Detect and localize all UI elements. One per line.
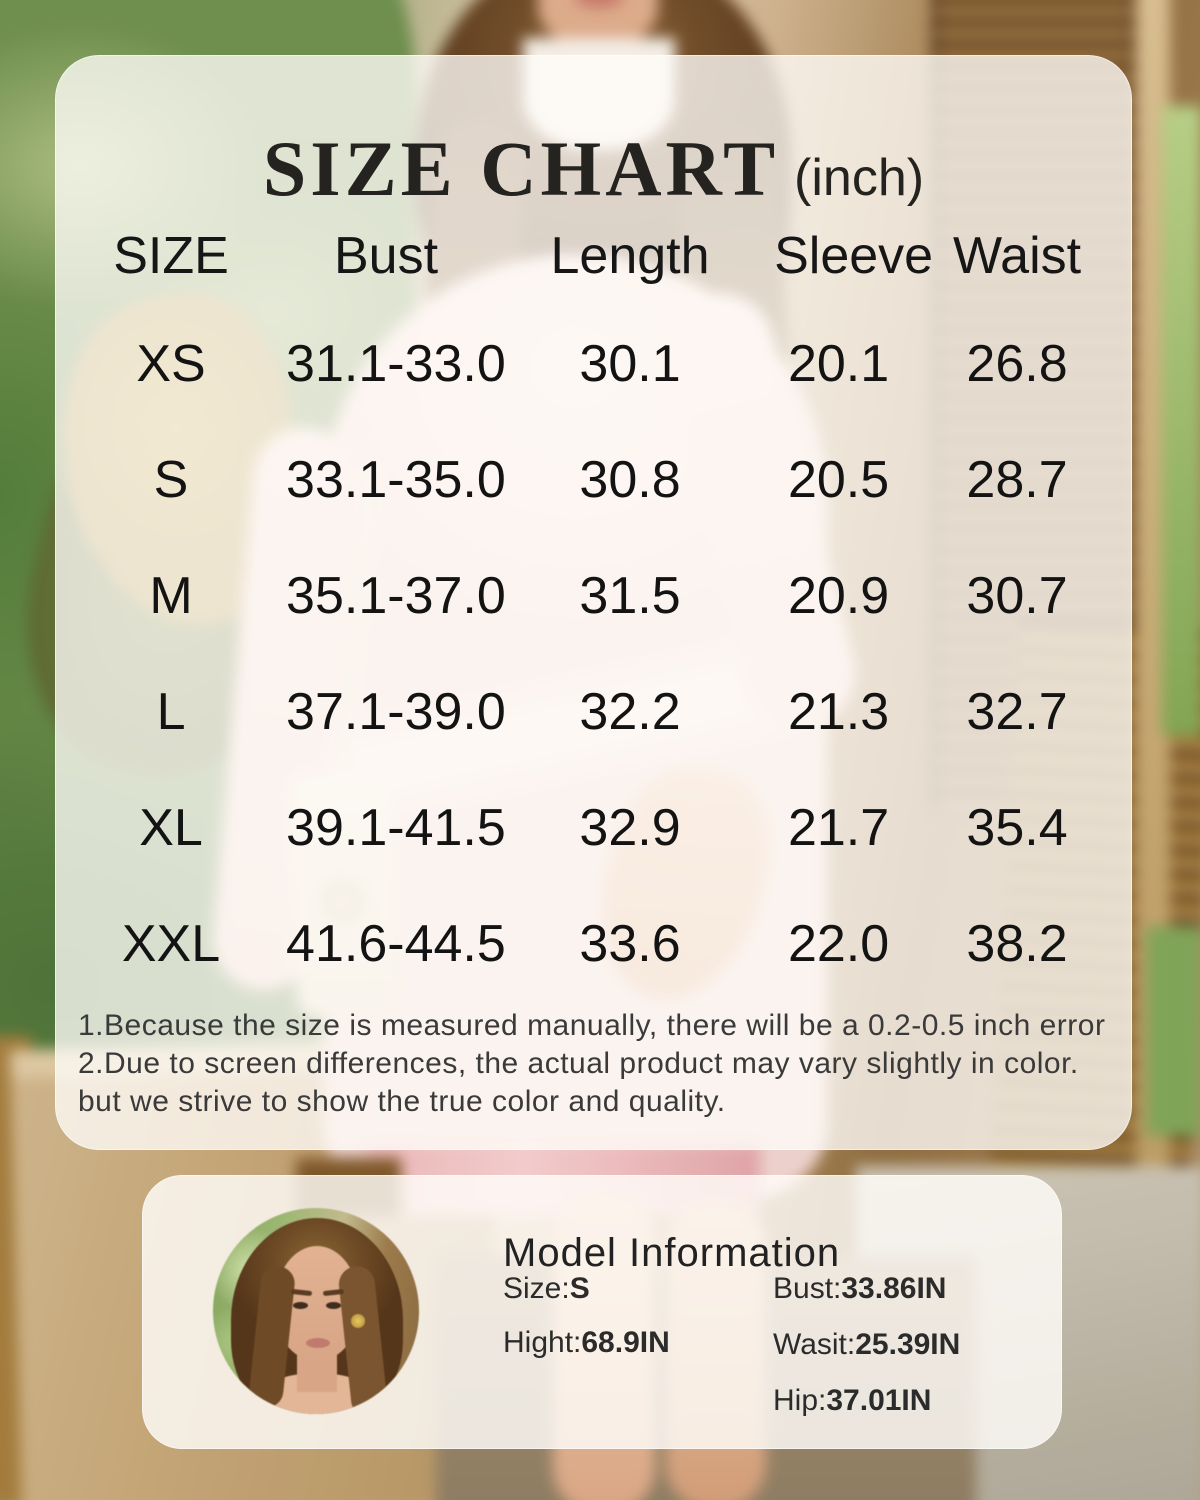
page-title: SIZE CHART (inch)	[56, 129, 1131, 224]
cell-bust: 39.1-41.5	[286, 799, 506, 857]
size-chart-title-text: SIZE CHART	[262, 125, 780, 213]
cell-length: 33.6	[579, 915, 681, 973]
cell-bust: 35.1-37.0	[286, 567, 506, 625]
model-info-title: Model Information	[503, 1231, 841, 1276]
model-hip-label: Hip:	[773, 1384, 827, 1417]
model-height-value: 68.9IN	[581, 1326, 670, 1359]
cell-bust: 31.1-33.0	[286, 335, 506, 393]
model-waist-field: Wasit:25.39IN	[773, 1328, 960, 1362]
cell-bust: 33.1-35.0	[286, 451, 506, 509]
cell-length: 32.2	[579, 683, 681, 741]
cell-size: XL	[139, 799, 203, 857]
model-fields-right: Bust:33.86IN Wasit:25.39IN Hip:37.01IN	[773, 1272, 960, 1440]
table-row-xxl: XXL 41.6-44.5 33.6 22.0 38.2	[56, 886, 1131, 1002]
model-waist-value: 25.39IN	[855, 1328, 961, 1361]
cell-size: L	[156, 683, 186, 741]
cell-sleeve: 20.9	[787, 567, 890, 625]
model-bust-label: Bust:	[773, 1272, 842, 1305]
model-size-label: Size:	[503, 1272, 570, 1305]
size-table: SIZE Bust Length Sleeve Waist XS 31.1-33…	[56, 206, 1131, 1002]
cell-sleeve: 21.3	[787, 683, 890, 741]
cell-waist: 38.2	[966, 915, 1068, 973]
column-header-waist: Waist	[953, 227, 1082, 285]
table-row-xs: XS 31.1-33.0 30.1 20.1 26.8	[56, 306, 1131, 422]
model-size-field: Size:S	[503, 1272, 670, 1306]
model-waist-label: Wasit:	[773, 1328, 856, 1361]
cell-size: XXL	[121, 915, 221, 973]
table-row-xl: XL 39.1-41.5 32.9 21.7 35.4	[56, 770, 1131, 886]
cell-sleeve: 21.7	[787, 799, 890, 857]
measurement-notes: 1.Because the size is measured manually,…	[78, 1007, 1118, 1121]
note-line-3: but we strive to show the true color and…	[78, 1085, 726, 1118]
column-header-bust: Bust	[333, 227, 439, 285]
avatar-eye-left	[293, 1302, 308, 1309]
model-height-label: Hight:	[503, 1326, 582, 1359]
model-avatar-photo	[213, 1208, 419, 1414]
model-hip-field: Hip:37.01IN	[773, 1384, 960, 1418]
cell-waist: 32.7	[966, 683, 1068, 741]
cell-sleeve: 20.1	[787, 335, 890, 393]
model-fields-left: Size:S Hight:68.9IN	[503, 1272, 670, 1380]
note-line-2: 2.Due to screen differences, the actual …	[78, 1047, 1079, 1080]
size-chart-panel: SIZE CHART (inch) SIZE Bust Length Sleev…	[55, 55, 1132, 1150]
cell-waist: 26.8	[966, 335, 1068, 393]
model-height-field: Hight:68.9IN	[503, 1326, 670, 1360]
cell-length: 30.8	[579, 451, 681, 509]
cell-bust: 41.6-44.5	[286, 915, 506, 973]
cell-length: 30.1	[579, 335, 681, 393]
column-header-length: Length	[550, 227, 710, 285]
cell-sleeve: 22.0	[787, 915, 890, 973]
cell-waist: 30.7	[966, 567, 1068, 625]
cell-size: XS	[136, 335, 206, 393]
size-chart-unit-label: (inch)	[794, 149, 925, 208]
table-row-s: S 33.1-35.0 30.8 20.5 28.7	[56, 422, 1131, 538]
table-row-l: L 37.1-39.0 32.2 21.3 32.7	[56, 654, 1131, 770]
table-row-m: M 35.1-37.0 31.5 20.9 30.7	[56, 538, 1131, 654]
model-hip-value: 37.01IN	[826, 1384, 932, 1417]
cell-bust: 37.1-39.0	[286, 683, 506, 741]
size-table-header-row: SIZE Bust Length Sleeve Waist	[56, 206, 1131, 306]
note-line-1: 1.Because the size is measured manually,…	[78, 1009, 1106, 1042]
cell-length: 32.9	[579, 799, 681, 857]
model-bust-field: Bust:33.86IN	[773, 1272, 960, 1306]
cell-waist: 35.4	[966, 799, 1068, 857]
avatar-lips	[306, 1338, 330, 1348]
model-info-panel: Model Information Size:S Hight:68.9IN Bu…	[142, 1175, 1062, 1449]
cell-size: S	[153, 451, 189, 509]
cell-waist: 28.7	[966, 451, 1068, 509]
cell-length: 31.5	[579, 567, 681, 625]
avatar-eye-right	[326, 1302, 341, 1309]
avatar-earring	[351, 1314, 365, 1328]
model-bust-value: 33.86IN	[841, 1272, 947, 1305]
column-header-size: SIZE	[113, 227, 229, 285]
cell-sleeve: 20.5	[787, 451, 890, 509]
model-size-value: S	[569, 1272, 590, 1305]
cell-size: M	[149, 567, 193, 625]
column-header-sleeve: Sleeve	[774, 227, 934, 285]
